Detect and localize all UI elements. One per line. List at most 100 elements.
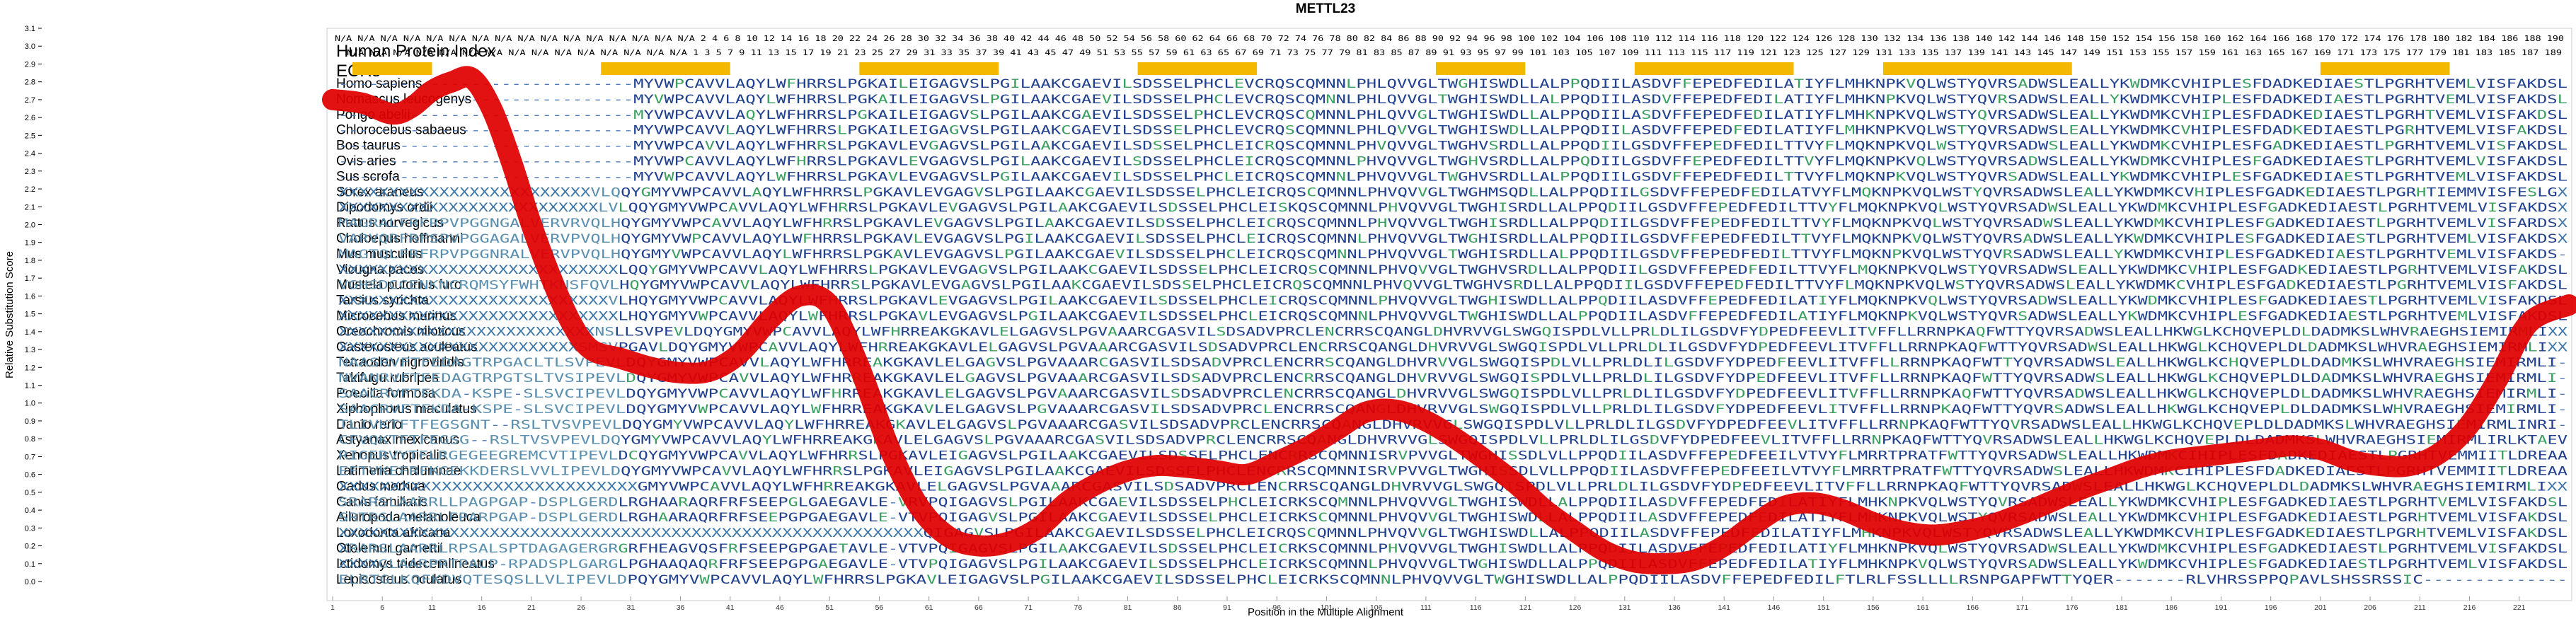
y-tick-label: 0.4 bbox=[25, 507, 35, 515]
y-tick-label: 2.3 bbox=[25, 168, 35, 176]
x-tick-label: 181 bbox=[2115, 603, 2128, 612]
y-tick-label: 1.7 bbox=[25, 274, 35, 283]
x-tick-label: 221 bbox=[2513, 603, 2526, 612]
species-label: Canis familiaris bbox=[336, 494, 427, 509]
y-tick-label: 2.7 bbox=[25, 96, 35, 105]
alignment-header: N/A N/A N/A N/A N/A N/A N/A N/A N/A N/A … bbox=[335, 35, 2564, 57]
species-label: Xiphophorus maculatus bbox=[336, 402, 477, 417]
ecr-block bbox=[1435, 62, 1526, 75]
x-tick-label: 76 bbox=[1074, 603, 1082, 612]
x-tick-label: 146 bbox=[1768, 603, 1781, 612]
series-layer bbox=[322, 66, 2576, 574]
species-label: Tarsius syrichta bbox=[336, 294, 429, 308]
ecr-block bbox=[2320, 62, 2450, 75]
y-tick-label: 1.0 bbox=[25, 400, 35, 408]
species-label: Rattus norvegicus bbox=[336, 216, 444, 231]
x-tick-label: 126 bbox=[1569, 603, 1582, 612]
series-line bbox=[322, 66, 2576, 574]
ecr-block bbox=[1137, 62, 1258, 75]
species-label: Sorex araneus bbox=[336, 185, 424, 199]
x-tick-label: 206 bbox=[2364, 603, 2376, 612]
x-tick-label: 21 bbox=[527, 603, 536, 612]
y-tick-label: 2.4 bbox=[25, 150, 35, 158]
y-tick-label: 1.2 bbox=[25, 364, 35, 372]
x-tick-label: 131 bbox=[1618, 603, 1631, 612]
x-tick-label: 106 bbox=[1370, 603, 1383, 612]
y-tick-label: 0.9 bbox=[25, 417, 35, 426]
x-tick-label: 191 bbox=[2215, 603, 2228, 612]
species-label: Choloepus hoffmanni bbox=[336, 231, 463, 246]
species-label: Latimeria chalumnae bbox=[336, 464, 461, 479]
ecr-block bbox=[601, 62, 730, 75]
species-label: Tetraodon nigroviridis bbox=[336, 355, 464, 370]
x-tick-label: 196 bbox=[2265, 603, 2277, 612]
y-tick-label: 2.9 bbox=[25, 60, 35, 69]
y-tick-label: 2.5 bbox=[25, 132, 35, 140]
y-tick-label: 1.1 bbox=[25, 382, 35, 391]
y-tick-label: 0.8 bbox=[25, 435, 35, 444]
y-tick-label: 0.6 bbox=[25, 471, 35, 480]
x-tick-label: 186 bbox=[2165, 603, 2178, 612]
x-tick-label: 51 bbox=[825, 603, 834, 612]
y-tick-label: 0.5 bbox=[25, 489, 35, 497]
species-label: Xenopus tropicalis bbox=[336, 449, 446, 463]
x-tick-label: 216 bbox=[2463, 603, 2476, 612]
x-tick-label: 121 bbox=[1519, 603, 1532, 612]
species-label: Bos taurus bbox=[336, 139, 401, 154]
y-tick-label: 1.6 bbox=[25, 292, 35, 301]
ecr-blocks bbox=[352, 62, 2450, 75]
x-tick-label: 71 bbox=[1024, 603, 1033, 612]
x-tick-label: 96 bbox=[1272, 603, 1281, 612]
x-tick-label: 56 bbox=[875, 603, 884, 612]
x-tick-label: 11 bbox=[428, 603, 436, 612]
y-tick-label: 1.3 bbox=[25, 346, 35, 354]
species-label: Ictidomys tridecemlineatus bbox=[336, 557, 495, 572]
header-row-1: N/A N/A N/A N/A N/A N/A N/A N/A N/A N/A … bbox=[335, 35, 2564, 43]
header-row-2: N/A N/A N/A N/A N/A N/A N/A N/A N/A N/A … bbox=[347, 49, 2562, 57]
x-tick-label: 111 bbox=[1420, 603, 1432, 612]
x-tick-label: 86 bbox=[1173, 603, 1182, 612]
y-tick-label: 2.6 bbox=[25, 114, 35, 122]
species-label: Homo sapiens bbox=[336, 76, 422, 91]
species-label: Ailuropoda melanoleuca bbox=[336, 510, 481, 525]
x-tick-label: 136 bbox=[1668, 603, 1681, 612]
species-label: Gadus morhua bbox=[336, 479, 425, 494]
species-label: Mustela putorius furo bbox=[336, 278, 461, 293]
y-tick-label: 1.8 bbox=[25, 257, 35, 265]
ecr-block bbox=[1882, 62, 2072, 75]
species-label: Astyanax mexicanus bbox=[336, 433, 459, 448]
species-label: Otolemur garnettii bbox=[336, 541, 443, 556]
x-tick-label: 26 bbox=[577, 603, 585, 612]
species-label: Microcebus murinus bbox=[336, 309, 456, 324]
x-tick-label: 101 bbox=[1321, 603, 1333, 612]
y-tick-label: 2.0 bbox=[25, 221, 35, 229]
y-tick-label: 0.7 bbox=[25, 453, 35, 461]
x-tick-label: 91 bbox=[1223, 603, 1231, 612]
x-tick-label: 46 bbox=[776, 603, 784, 612]
x-tick-label: 66 bbox=[974, 603, 983, 612]
x-tick-label: 151 bbox=[1817, 603, 1830, 612]
x-tick-label: 116 bbox=[1470, 603, 1482, 612]
x-axis-label: Position in the Multiple Alignment bbox=[1248, 606, 1404, 618]
x-tick-label: 141 bbox=[1718, 603, 1730, 612]
x-tick-label: 201 bbox=[2314, 603, 2327, 612]
